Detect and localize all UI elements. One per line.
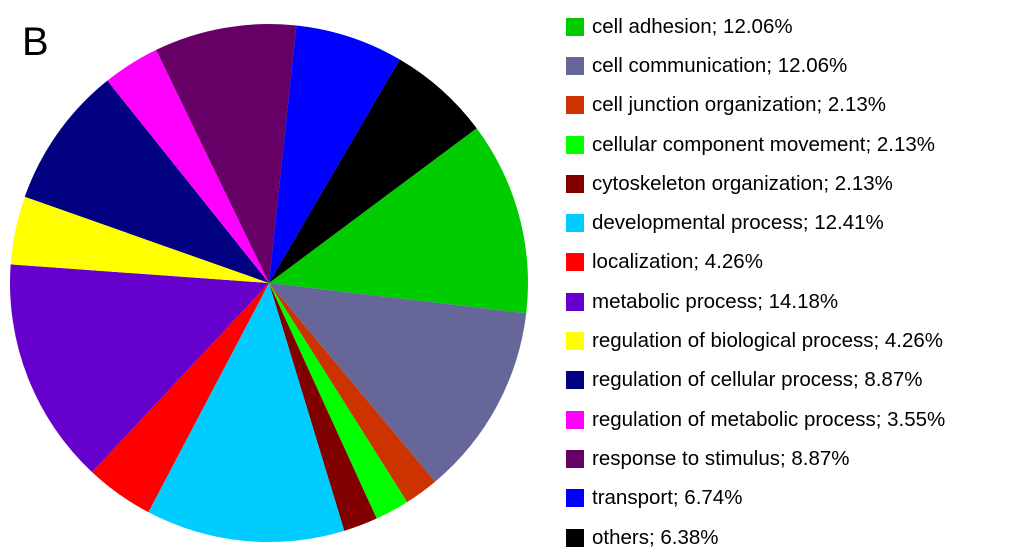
legend-label: cytoskeleton organization; 2.13% <box>592 171 893 195</box>
legend-label: cellular component movement; 2.13% <box>592 132 935 156</box>
legend-label: transport; 6.74% <box>592 486 743 510</box>
legend-item: cell junction organization; 2.13% <box>566 86 945 125</box>
pie-slice <box>9 264 270 473</box>
legend-label: regulation of cellular process; 8.87% <box>592 368 923 392</box>
pie-slice <box>269 59 477 283</box>
legend-label: response to stimulus; 8.87% <box>592 446 850 470</box>
legend-item: transport; 6.74% <box>566 479 945 518</box>
legend-item: localization; 4.26% <box>566 243 945 282</box>
legend-label: localization; 4.26% <box>592 250 763 274</box>
legend-swatch <box>566 449 584 468</box>
legend-swatch <box>566 17 584 36</box>
legend-swatch <box>566 174 584 193</box>
legend-label: others; 6.38% <box>592 525 719 549</box>
pie-slice <box>92 283 269 513</box>
legend-item: others; 6.38% <box>566 518 945 557</box>
legend-item: cell communication; 12.06% <box>566 46 945 85</box>
pie-slice <box>269 283 377 531</box>
pie-slice <box>269 25 400 284</box>
legend-label: metabolic process; 14.18% <box>592 289 839 313</box>
panel-label: B <box>22 20 49 64</box>
legend-swatch <box>566 528 584 547</box>
legend-label: cell adhesion; 12.06% <box>592 14 793 38</box>
legend-item: cytoskeleton organization; 2.13% <box>566 164 945 203</box>
pie-slice <box>269 283 436 503</box>
pie-slice <box>107 49 269 284</box>
legend-item: metabolic process; 14.18% <box>566 282 945 321</box>
legend-item: cellular component movement; 2.13% <box>566 125 945 164</box>
legend-label: regulation of metabolic process; 3.55% <box>592 407 946 431</box>
legend: cell adhesion; 12.06% cell communication;… <box>566 7 945 557</box>
legend-swatch <box>566 56 584 75</box>
legend-label: cell junction organization; 2.13% <box>592 93 887 117</box>
legend-label: cell communication; 12.06% <box>592 53 848 77</box>
pie-slice <box>269 128 528 314</box>
pie-chart <box>9 24 528 543</box>
pie-slice <box>269 283 408 519</box>
legend-swatch <box>566 96 584 115</box>
legend-swatch <box>566 489 584 508</box>
pie-slice <box>24 80 269 283</box>
legend-swatch <box>566 332 584 351</box>
legend-item: developmental process; 12.41% <box>566 203 945 242</box>
legend-swatch <box>566 410 584 429</box>
legend-label: regulation of biological process; 4.26% <box>592 329 943 353</box>
pie-slice <box>10 196 269 283</box>
pie-slice <box>269 283 527 482</box>
legend-item: regulation of cellular process; 8.87% <box>566 361 945 400</box>
legend-label: developmental process; 12.41% <box>592 211 884 235</box>
legend-swatch <box>566 253 584 272</box>
legend-item: response to stimulus; 8.87% <box>566 439 945 478</box>
legend-swatch <box>566 292 584 311</box>
legend-swatch <box>566 371 584 390</box>
legend-item: regulation of biological process; 4.26% <box>566 321 945 360</box>
legend-item: cell adhesion; 12.06% <box>566 7 945 46</box>
legend-swatch <box>566 135 584 154</box>
pie-slice <box>156 24 297 283</box>
legend-item: regulation of metabolic process; 3.55% <box>566 400 945 439</box>
legend-swatch <box>566 214 584 233</box>
pie-slice <box>148 283 345 543</box>
